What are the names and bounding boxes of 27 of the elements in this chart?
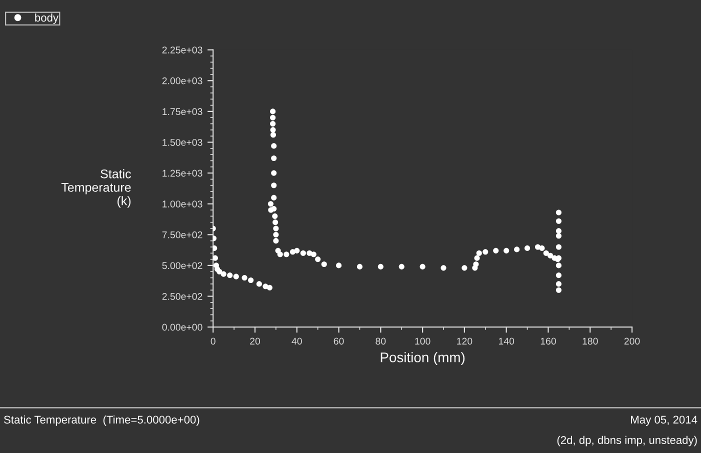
x-tick-label: 140 — [498, 338, 514, 345]
y-tick-label: 1.75e+03 — [162, 108, 202, 116]
text: Static Temperature (Time=5.0000e+00) — [4, 415, 200, 426]
x-tick-label: 40 — [292, 338, 302, 345]
y-tick-label: 1.25e+03 — [162, 170, 202, 177]
x-tick-label: 80 — [376, 338, 386, 345]
y-tick-label: 7.50e+02 — [162, 231, 202, 238]
x-tick-label: 160 — [540, 338, 556, 345]
y-tick-label: 5.00e+02 — [162, 262, 202, 270]
y-tick-label: 0.00e+00 — [162, 324, 202, 331]
x-tick-label: 120 — [457, 338, 472, 345]
x-axis-title: Position (mm) — [380, 352, 465, 366]
x-tick-label: 60 — [334, 338, 344, 345]
text: May 05, 2014 — [631, 416, 698, 426]
x-tick-label: 0 — [210, 338, 216, 345]
y-tick-label: 2.25e+03 — [162, 46, 202, 54]
y-axis-title: Static Temperature (k) — [61, 169, 131, 208]
legend-label: body — [35, 13, 59, 24]
y-tick-label: 1.00e+03 — [162, 200, 202, 208]
y-tick-label: 2.00e+03 — [162, 77, 202, 84]
x-tick-label: 200 — [624, 338, 640, 345]
y-tick-label: 2.50e+02 — [162, 292, 202, 300]
x-tick-label: 100 — [415, 338, 430, 345]
x-tick-label: 180 — [582, 338, 598, 345]
y-tick-label: 1.50e+03 — [162, 138, 202, 146]
text: (2d, dp, dbns imp, unsteady) — [557, 436, 697, 446]
x-tick-label: 20 — [250, 338, 260, 345]
